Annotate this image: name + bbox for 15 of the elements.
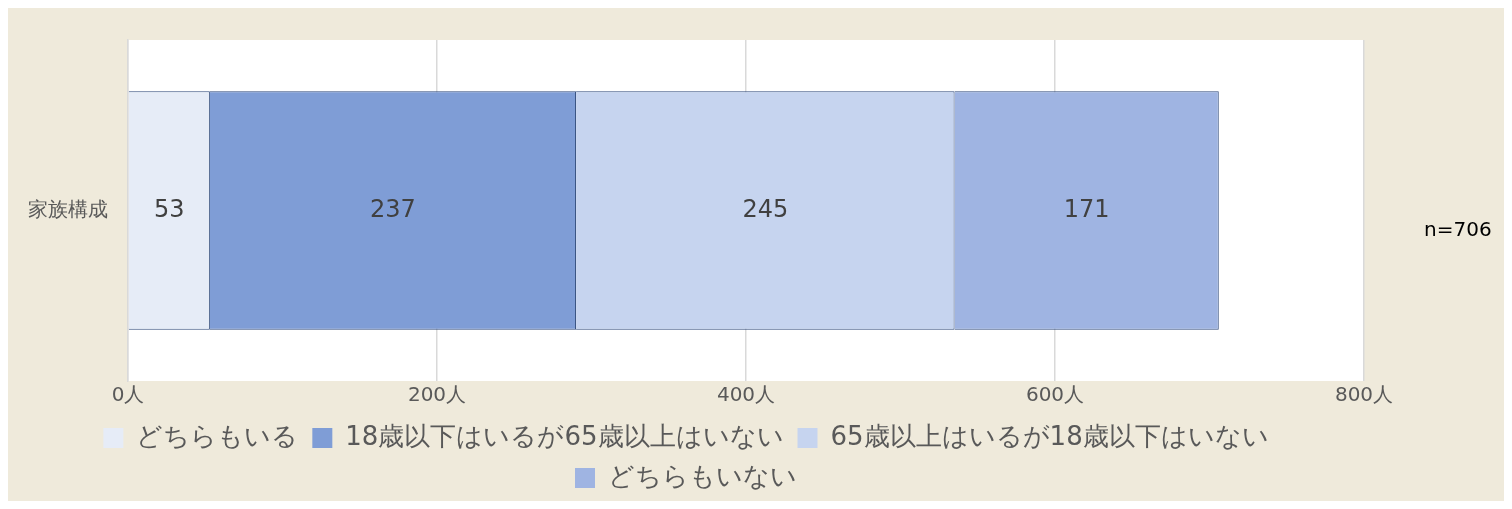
data-label: 171 xyxy=(1063,194,1110,223)
legend-label: 65歳以上はいるが18歳以下はいない xyxy=(830,420,1269,451)
text: n=706 xyxy=(1424,216,1492,241)
legend-label: どちらもいない xyxy=(608,460,797,491)
legend-label: どちらもいる xyxy=(136,420,299,451)
x-tick-label: 600人 xyxy=(1025,382,1085,407)
data-label: 237 xyxy=(370,194,416,223)
x-tick-label: 200人 xyxy=(407,382,467,407)
data-label: 53 xyxy=(154,194,185,223)
x-tick-label: 800人 xyxy=(1334,382,1394,407)
x-tick-label: 400人 xyxy=(716,382,776,407)
legend-label: 18歳以下はいるが65歳以上はいない xyxy=(345,420,784,451)
x-tick-label: 0人 xyxy=(111,382,145,407)
data-label: 245 xyxy=(742,194,789,223)
y-tick-label: 家族構成 xyxy=(28,196,108,221)
